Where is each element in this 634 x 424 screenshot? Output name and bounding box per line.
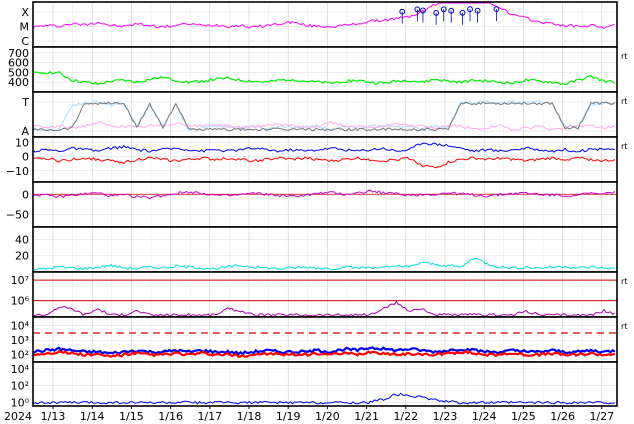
- panel-xray-flare-marker: [399, 8, 406, 15]
- x-axis-tick-label: 1/23: [433, 410, 458, 423]
- x-axis-tick-label: 1/16: [158, 410, 183, 423]
- x-axis-tick-label: 1/21: [354, 410, 379, 423]
- panel-xray-series-0: [32, 2, 615, 30]
- panel-speed-bg: [33, 47, 617, 92]
- panel-phi-series-0: [32, 189, 616, 200]
- panel-flux-ytick-label: 10⁶: [11, 295, 30, 308]
- x-axis-tick-label: 1/13: [41, 410, 66, 423]
- panel-temp-bg: [33, 227, 617, 272]
- panel-xray-ytick-label: M: [20, 21, 30, 34]
- x-axis-tick-label: 1/24: [472, 410, 497, 423]
- x-axis-tick-label: 1/19: [276, 410, 301, 423]
- panel-flux-ytick-label: 10⁷: [11, 274, 29, 287]
- panel-xray-flare-marker: [448, 7, 455, 14]
- panel-bz-series-0: [32, 142, 615, 153]
- panel-speed-ytick-label: 600: [8, 57, 29, 70]
- x-axis-tick-label: 1/20: [315, 410, 340, 423]
- panel-flux-bg: [33, 272, 617, 317]
- panel-electron-ytick-label: 10⁰: [11, 397, 30, 410]
- panel-speed-series-0: [33, 70, 616, 86]
- panel-sector-right-label: rt: [621, 97, 627, 106]
- panel-xray-flare-marker: [420, 7, 426, 14]
- panel-sector-series-2: [32, 101, 616, 132]
- panel-xray-flare-marker: [414, 6, 421, 13]
- panel-electron-bg: [33, 362, 617, 406]
- panel-electron-series-0: [32, 392, 615, 405]
- x-axis-tick-label: 1/17: [197, 410, 222, 423]
- panel-xray-flare-marker: [493, 6, 500, 13]
- x-axis-tick-label: 1/25: [511, 410, 536, 423]
- panel-xray-bg: [33, 2, 617, 47]
- panel-proton-ytick-label: 10⁴: [11, 320, 30, 333]
- panel-speed-ytick-label: 500: [8, 66, 29, 79]
- panel-speed-ytick-label: 700: [8, 47, 29, 60]
- panel-bz-ytick-label: 10: [15, 137, 29, 150]
- x-axis-tick-label: 1/18: [237, 410, 262, 423]
- panel-xray-flare-marker: [467, 6, 473, 13]
- panel-phi-bg: [33, 182, 617, 227]
- panel-xray-flare-marker: [474, 7, 481, 14]
- panel-bz-ytick-label: 0: [22, 151, 29, 164]
- panel-proton-series-1: [32, 349, 616, 359]
- panel-bz-series-1: [32, 156, 616, 169]
- panel-flux-right-label: rt: [621, 277, 627, 286]
- panel-temp-series-0: [32, 257, 615, 271]
- panel-speed-right-label: rt: [621, 52, 627, 61]
- panel-sector-ytick-label: T: [21, 96, 29, 109]
- panel-proton-series-0: [32, 346, 616, 356]
- panel-proton-ytick-label: 10³: [11, 334, 29, 347]
- panel-xray-ytick-label: X: [21, 6, 29, 19]
- x-axis-tick-label: 1/27: [589, 410, 614, 423]
- panel-xray-ytick-label: C: [21, 35, 29, 48]
- x-axis-tick-label: 1/14: [80, 410, 105, 423]
- panel-temp-ytick-label: 20: [15, 250, 29, 263]
- panel-phi-ytick-label: −50: [6, 209, 29, 222]
- panel-electron-ytick-label: 10²: [11, 380, 29, 393]
- x-axis-tick-label: 1/22: [393, 410, 418, 423]
- panel-proton-ytick-label: 10²: [11, 349, 29, 362]
- panel-xray-flare-marker: [459, 9, 466, 16]
- panel-flux-series-0: [33, 300, 616, 317]
- x-axis-tick-label: 1/26: [550, 410, 575, 423]
- panel-electron-frame: [32, 361, 618, 407]
- panel-xray-flare-marker: [433, 10, 440, 16]
- panel-sector-series-1: [32, 121, 615, 131]
- panel-speed-ytick-label: 400: [8, 76, 29, 89]
- panel-temp-ytick-label: 40: [15, 233, 29, 246]
- panel-bz-ytick-label: −10: [6, 165, 29, 178]
- panel-phi-ytick-label: 0: [22, 188, 29, 201]
- panel-xray-flare-marker: [440, 6, 447, 13]
- x-axis-tick-label: 1/15: [119, 410, 144, 423]
- panel-proton-right-label: rt: [621, 322, 627, 331]
- panel-electron-ytick-label: 10⁴: [11, 363, 30, 376]
- panel-bz-right-label: rt: [621, 142, 627, 151]
- panel-sector-ytick-label: A: [21, 125, 29, 138]
- x-axis-year-label: 2024: [4, 410, 32, 423]
